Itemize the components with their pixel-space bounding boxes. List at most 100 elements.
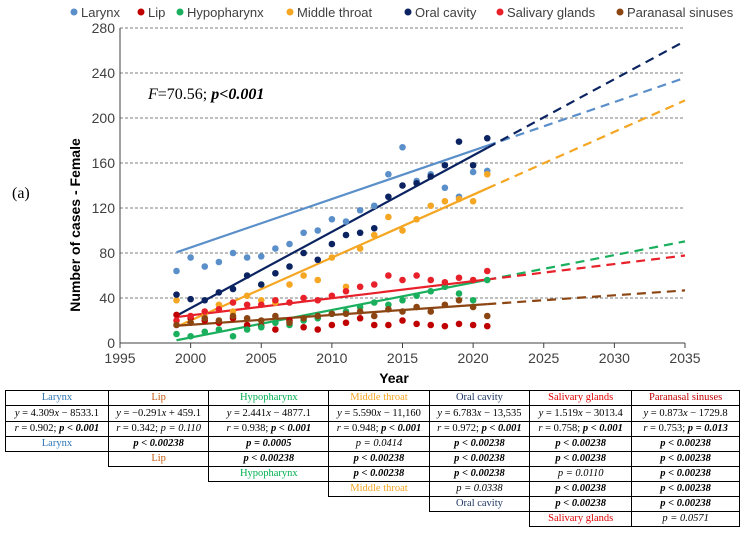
data-point [286, 319, 293, 327]
correlation-value: = 0.758; [542, 423, 583, 434]
data-point [300, 272, 307, 279]
x-tick-label: 2005 [246, 350, 277, 366]
data-point [370, 321, 378, 329]
equation-intercept: − 11,160 [381, 407, 421, 419]
legend-marker [70, 8, 78, 16]
data-point [483, 267, 491, 275]
data-point [427, 202, 435, 210]
data-point [469, 303, 477, 311]
equation-intercept: + 459.1 [166, 407, 202, 419]
data-point [201, 263, 209, 270]
equation-x: x [54, 407, 59, 419]
chart-legend: Larynx Lip Hypopharynx Middle throat Oral ca… [70, 5, 734, 20]
empty-cell [209, 512, 329, 527]
pvalue-text: p < 0.00238 [454, 468, 505, 479]
data-point [229, 249, 237, 257]
comparison-label: Larynx [5, 436, 109, 452]
equation-intercept: − 3013.4 [582, 407, 623, 419]
data-point [173, 296, 180, 304]
data-point [413, 303, 420, 311]
trend-line-larynx [176, 144, 488, 254]
correlation-r: r [116, 423, 121, 434]
comparison-pvalue: p = 0.0005 [208, 436, 330, 452]
legend-marker [496, 8, 504, 16]
comparison-pvalue: p < 0.00238 [631, 496, 740, 512]
equation-x: x [682, 407, 688, 419]
pvalue-text: p < 0.00238 [555, 498, 606, 509]
comparison-row: Middle throat p = 0.0338 p < 0.00238 p < 0.… [6, 481, 740, 497]
pvalue-text: p = 0.0005 [246, 438, 292, 449]
equation-cell: y = 1.519x − 3013.4 [529, 405, 633, 422]
data-point [243, 314, 251, 322]
data-point [173, 321, 180, 329]
data-point [342, 218, 350, 225]
data-point [229, 312, 237, 320]
empty-cell [6, 497, 109, 512]
data-point [328, 254, 336, 261]
equation-cell: y = 6.783x − 13,535 [428, 405, 531, 422]
projection-line-middle-throat [486, 99, 686, 190]
data-point [455, 290, 463, 297]
data-point [356, 283, 364, 291]
data-point [399, 317, 406, 324]
data-point [257, 281, 265, 288]
comparison-label: Hypopharynx [208, 466, 330, 482]
data-point [385, 321, 392, 329]
column-header: Paranasal sinuses [631, 390, 740, 406]
pvalue-text: p < 0.00238 [454, 453, 505, 464]
legend-item: Lip [137, 5, 165, 20]
empty-cell [6, 467, 109, 482]
data-point [314, 326, 322, 333]
legend-item: Larynx [70, 5, 121, 20]
legend-marker [176, 8, 184, 16]
legend-marker [286, 8, 294, 16]
data-point [173, 267, 180, 275]
empty-cell [108, 482, 209, 497]
data-point [469, 161, 477, 169]
empty-cell [209, 482, 329, 497]
data-point [399, 227, 406, 234]
data-point [483, 134, 491, 142]
data-point [441, 322, 449, 330]
x-tick-label: 2035 [669, 350, 700, 366]
legend-label: Paranasal sinuses [627, 5, 734, 20]
comparison-label: Lip [107, 451, 210, 467]
comparison-pvalue: p = 0.0414 [328, 436, 430, 452]
equation-cell: y = 5.590x − 11,160 [328, 405, 430, 422]
pvalue-text: p < 0.00238 [243, 453, 295, 464]
legend-label: Middle throat [297, 5, 373, 20]
data-point [427, 276, 435, 284]
column-header: Lip [107, 390, 210, 406]
equation-x: x [161, 407, 167, 419]
data-point [272, 326, 279, 333]
correlation-value: = 0.342; [120, 423, 161, 434]
data-point [173, 330, 180, 338]
data-point [413, 320, 420, 328]
comparison-row: Lip p < 0.00238 p < 0.00238 p < 0.00238 p < … [6, 451, 740, 467]
data-point [356, 245, 364, 252]
data-point [328, 292, 336, 300]
correlation-value: = 0.938; [230, 423, 271, 434]
data-point [215, 289, 223, 296]
data-point [469, 276, 477, 284]
pvalue-text: p = 0.0110 [557, 468, 604, 479]
regression-statistics-table: Larynx Lip Hypopharynx Middle throat Oral ca… [5, 390, 740, 527]
correlation-cell: r = 0.902; p < 0.001 [5, 421, 109, 437]
equation-cell: y = 2.441x − 4877.1 [208, 405, 330, 422]
data-point [469, 168, 477, 176]
column-header: Hypopharynx [208, 390, 330, 406]
data-point [455, 195, 463, 203]
data-point [385, 170, 392, 178]
correlation-cell: r = 0.342; p = 0.110 [107, 421, 210, 437]
equation-x: x [476, 407, 482, 419]
data-point [342, 310, 350, 318]
equation-y: y [437, 407, 442, 419]
equation-slope: = 1.519 [543, 407, 579, 419]
data-point [413, 272, 420, 279]
data-point [286, 281, 293, 288]
empty-cell [108, 467, 209, 482]
data-point [286, 299, 293, 306]
pvalue-text: p < 0.00238 [660, 483, 711, 494]
data-point [286, 240, 293, 248]
correlation-r: r [538, 423, 543, 434]
